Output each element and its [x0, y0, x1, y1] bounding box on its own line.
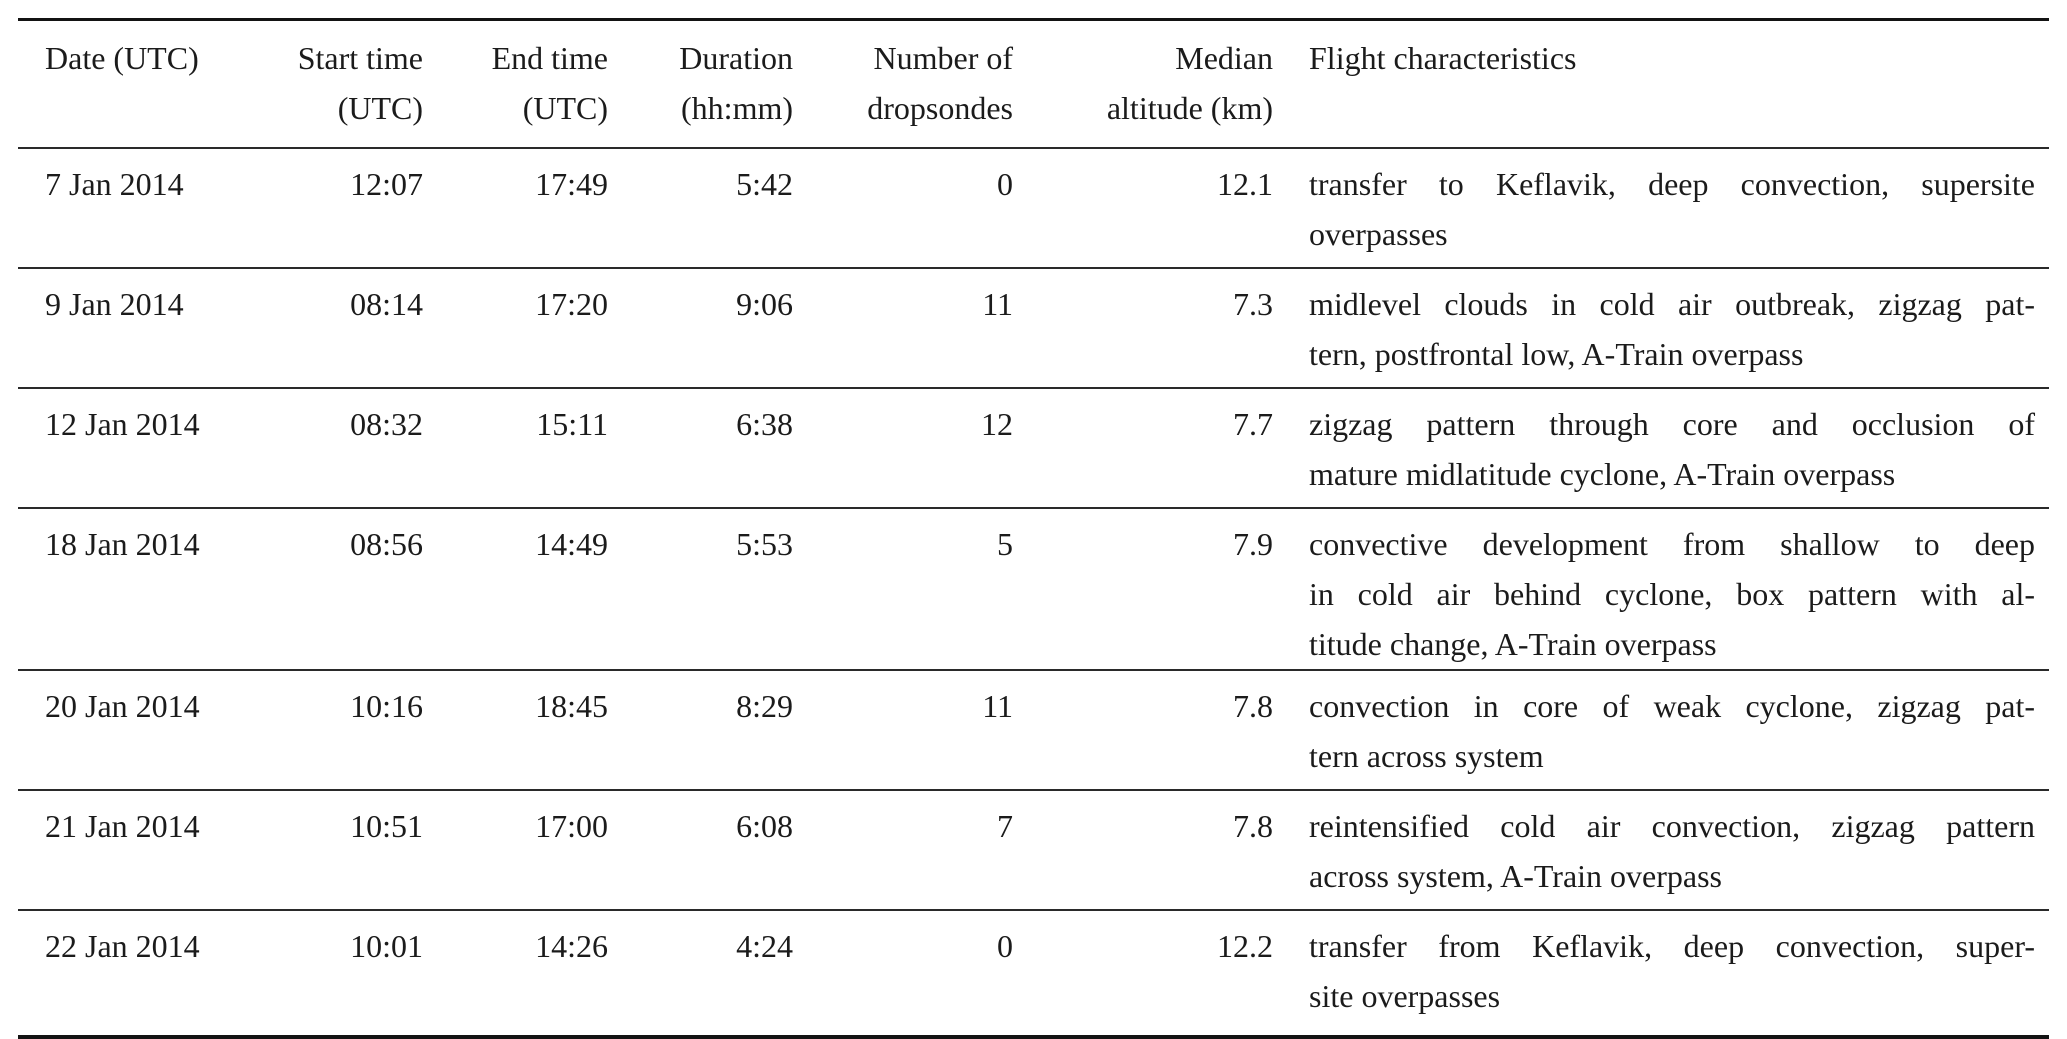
characteristics-line: reintensified cold air convection, zigza… — [1309, 808, 2035, 844]
characteristics-line: zigzag pattern through core and occlusio… — [1309, 406, 2035, 442]
col-header-median-altitude: Median altitude (km) — [1017, 20, 1277, 149]
table-row: 7 Jan 2014 12:07 17:49 5:42 0 12.1 trans… — [18, 148, 2049, 268]
characteristics-line: convection in core of weak cyclone, zigz… — [1309, 688, 2035, 724]
cell-flight-characteristics: zigzag pattern through core and occlusio… — [1277, 388, 2049, 508]
cell-duration: 4:24 — [736, 928, 793, 964]
header-line: dropsondes — [867, 90, 1013, 126]
cell-flight-characteristics: transfer to Keflavik, deep convection, s… — [1277, 148, 2049, 268]
header-line: Median — [1175, 40, 1273, 76]
col-header-end-time: End time (UTC) — [427, 20, 612, 149]
col-header-dropsondes: Number of dropsondes — [797, 20, 1017, 149]
header-line: End time — [491, 40, 608, 76]
characteristics-line: titude change, A-Train overpass — [1309, 626, 1717, 662]
table-row: 21 Jan 2014 10:51 17:00 6:08 7 7.8 reint… — [18, 790, 2049, 910]
cell-duration: 5:53 — [736, 526, 793, 562]
col-header-start-time: Start time (UTC) — [215, 20, 427, 149]
cell-median-altitude: 12.1 — [1217, 166, 1273, 202]
header-line: Duration — [679, 40, 793, 76]
cell-dropsondes: 11 — [982, 688, 1013, 724]
cell-duration: 6:38 — [736, 406, 793, 442]
cell-flight-characteristics: midlevel clouds in cold air outbreak, zi… — [1277, 268, 2049, 388]
cell-end-time: 15:11 — [536, 406, 608, 442]
cell-end-time: 14:26 — [535, 928, 608, 964]
header-line: Start time — [297, 40, 423, 76]
cell-flight-characteristics: transfer from Keflavik, deep convection,… — [1277, 910, 2049, 1037]
cell-start-time: 08:32 — [350, 406, 423, 442]
cell-dropsondes: 11 — [982, 286, 1013, 322]
cell-date: 9 Jan 2014 — [45, 286, 184, 322]
header-line: Number of — [873, 40, 1013, 76]
cell-duration: 9:06 — [736, 286, 793, 322]
table-row: 18 Jan 2014 08:56 14:49 5:53 5 7.9 conve… — [18, 508, 2049, 670]
cell-date: 20 Jan 2014 — [45, 688, 200, 724]
cell-start-time: 10:01 — [350, 928, 423, 964]
cell-start-time: 08:56 — [350, 526, 423, 562]
header-line: (UTC) — [337, 90, 423, 126]
cell-dropsondes: 12 — [981, 406, 1013, 442]
cell-date: 7 Jan 2014 — [45, 166, 184, 202]
col-header-duration: Duration (hh:mm) — [612, 20, 797, 149]
header-line: Date (UTC) — [45, 40, 199, 76]
cell-duration: 5:42 — [736, 166, 793, 202]
cell-median-altitude: 7.9 — [1233, 526, 1273, 562]
cell-flight-characteristics: convection in core of weak cyclone, zigz… — [1277, 670, 2049, 790]
characteristics-line: transfer from Keflavik, deep convection,… — [1309, 928, 2035, 964]
characteristics-line: tern across system — [1309, 738, 1544, 774]
cell-dropsondes: 7 — [997, 808, 1013, 844]
characteristics-line: tern, postfrontal low, A-Train overpass — [1309, 336, 1804, 372]
table-row: 20 Jan 2014 10:16 18:45 8:29 11 7.8 conv… — [18, 670, 2049, 790]
cell-dropsondes: 0 — [997, 928, 1013, 964]
cell-median-altitude: 7.3 — [1233, 286, 1273, 322]
cell-start-time: 10:16 — [350, 688, 423, 724]
cell-median-altitude: 7.7 — [1233, 406, 1273, 442]
header-line: Flight characteristics — [1309, 40, 1577, 76]
cell-end-time: 18:45 — [535, 688, 608, 724]
col-header-flight-characteristics: Flight characteristics — [1277, 20, 2049, 149]
cell-date: 22 Jan 2014 — [45, 928, 200, 964]
cell-start-time: 10:51 — [350, 808, 423, 844]
cell-date: 18 Jan 2014 — [45, 526, 200, 562]
cell-flight-characteristics: reintensified cold air convection, zigza… — [1277, 790, 2049, 910]
characteristics-line: transfer to Keflavik, deep convection, s… — [1309, 166, 2035, 202]
header-row: Date (UTC) Start time (UTC) End time (UT… — [18, 19, 2049, 149]
cell-dropsondes: 0 — [997, 166, 1013, 202]
characteristics-line: midlevel clouds in cold air outbreak, zi… — [1309, 286, 2035, 322]
table-row: 9 Jan 2014 08:14 17:20 9:06 11 7.3 midle… — [18, 268, 2049, 388]
characteristics-line: overpasses — [1309, 216, 1448, 252]
characteristics-line: in cold air behind cyclone, box pattern … — [1309, 576, 2035, 612]
characteristics-line: convective development from shallow to d… — [1309, 526, 2035, 562]
table-row: 12 Jan 2014 08:32 15:11 6:38 12 7.7 zigz… — [18, 388, 2049, 508]
cell-dropsondes: 5 — [997, 526, 1013, 562]
header-line: altitude (km) — [1106, 90, 1273, 126]
cell-median-altitude: 7.8 — [1233, 808, 1273, 844]
cell-median-altitude: 12.2 — [1217, 928, 1273, 964]
cell-date: 21 Jan 2014 — [45, 808, 200, 844]
flight-table: Date (UTC) Start time (UTC) End time (UT… — [18, 18, 2049, 1039]
header-line: (UTC) — [522, 90, 608, 126]
table-row: 22 Jan 2014 10:01 14:26 4:24 0 12.2 tran… — [18, 910, 2049, 1037]
cell-start-time: 12:07 — [350, 166, 423, 202]
cell-median-altitude: 7.8 — [1233, 688, 1273, 724]
table-header: Date (UTC) Start time (UTC) End time (UT… — [18, 19, 2049, 149]
table-body: 7 Jan 2014 12:07 17:49 5:42 0 12.1 trans… — [18, 148, 2049, 1037]
characteristics-line: mature midlatitude cyclone, A-Train over… — [1309, 456, 1896, 492]
characteristics-line: across system, A-Train overpass — [1309, 858, 1722, 894]
cell-flight-characteristics: convective development from shallow to d… — [1277, 508, 2049, 670]
cell-duration: 8:29 — [736, 688, 793, 724]
cell-date: 12 Jan 2014 — [45, 406, 200, 442]
characteristics-line: site overpasses — [1309, 978, 1501, 1014]
cell-end-time: 17:20 — [535, 286, 608, 322]
header-line: (hh:mm) — [681, 90, 793, 126]
cell-start-time: 08:14 — [350, 286, 423, 322]
cell-end-time: 14:49 — [535, 526, 608, 562]
cell-end-time: 17:00 — [535, 808, 608, 844]
cell-duration: 6:08 — [736, 808, 793, 844]
col-header-date: Date (UTC) — [18, 20, 215, 149]
cell-end-time: 17:49 — [535, 166, 608, 202]
